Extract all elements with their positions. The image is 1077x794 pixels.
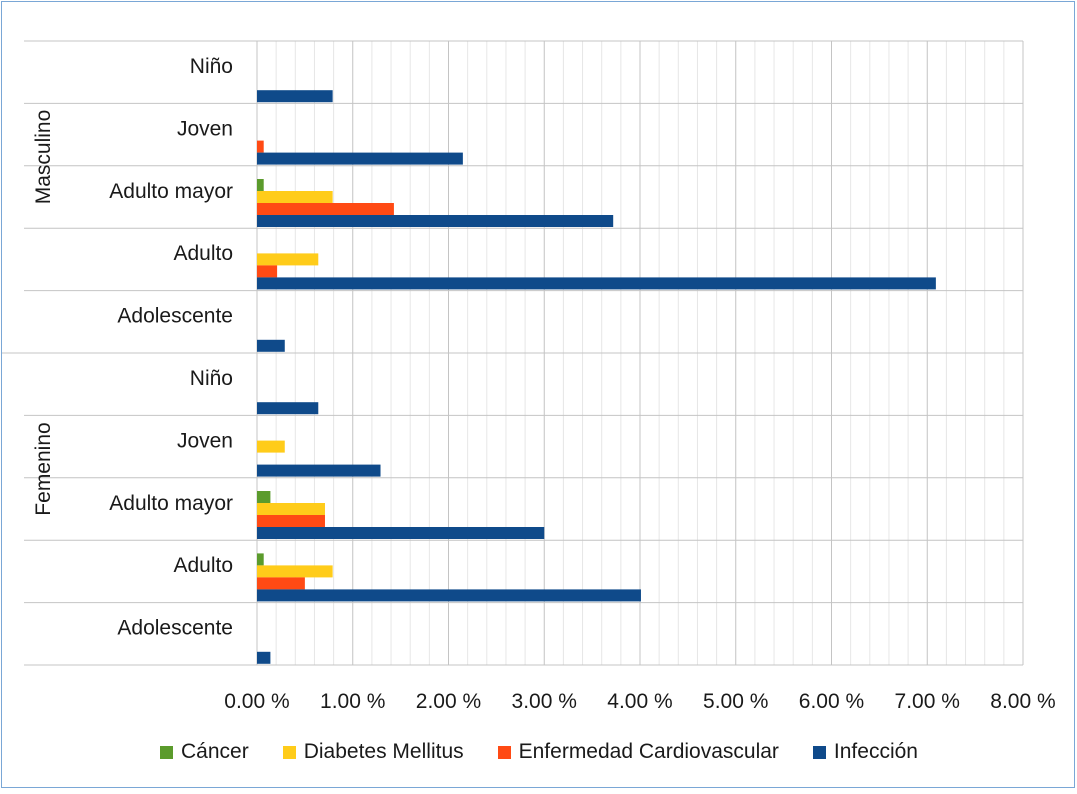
legend-item: Enfermedad Cardiovascular xyxy=(497,740,779,764)
bar-diabetes-mellitus xyxy=(257,253,319,266)
x-tick-label: 7.00 % xyxy=(895,690,960,713)
x-tick-label: 1.00 % xyxy=(320,690,385,713)
bar-enfermedad-cardiovascular xyxy=(257,203,394,215)
category-label: Adulto xyxy=(173,554,233,577)
legend-item: Infección xyxy=(812,740,918,764)
bar-infección xyxy=(257,339,285,352)
category-label: Adolescente xyxy=(117,305,233,328)
legend-swatch xyxy=(160,745,174,759)
category-label: Niño xyxy=(190,367,233,390)
x-tick-label: 5.00 % xyxy=(703,690,768,713)
bar-cáncer xyxy=(257,553,264,566)
legend-swatch xyxy=(282,745,296,759)
bar-infección xyxy=(257,152,463,165)
bar-infección xyxy=(257,464,381,477)
x-tick-label: 0.00 % xyxy=(224,690,289,713)
bar-diabetes-mellitus xyxy=(257,191,333,203)
bar-enfermedad-cardiovascular xyxy=(257,577,305,590)
bar-infección xyxy=(257,90,333,103)
legend-swatch xyxy=(497,745,511,759)
x-tick-label: 2.00 % xyxy=(416,690,481,713)
bar-infección xyxy=(257,589,641,602)
bar-enfermedad-cardiovascular xyxy=(257,265,278,278)
legend-label: Infección xyxy=(833,740,918,763)
bar-cáncer xyxy=(257,179,264,191)
category-label: Adulto mayor xyxy=(109,180,233,203)
bar-enfermedad-cardiovascular xyxy=(257,140,264,153)
category-label: Joven xyxy=(177,429,233,452)
x-tick-label: 8.00 % xyxy=(990,690,1055,713)
category-label: Joven xyxy=(177,117,233,140)
bar-cáncer xyxy=(257,491,271,503)
bar-infección xyxy=(257,651,271,664)
bar-diabetes-mellitus xyxy=(257,440,285,453)
legend-item: Diabetes Mellitus xyxy=(282,740,464,764)
bar-infección xyxy=(257,277,936,290)
bar-infección xyxy=(257,402,319,415)
x-tick-label: 3.00 % xyxy=(512,690,577,713)
bar-diabetes-mellitus xyxy=(257,503,325,515)
legend-label: Enfermedad Cardiovascular xyxy=(518,740,779,763)
chart-legend: Cáncer Diabetes Mellitus Enfermedad Cardio… xyxy=(2,740,1076,764)
legend-swatch xyxy=(812,745,826,759)
category-label: Niño xyxy=(190,55,233,78)
bar-diabetes-mellitus xyxy=(257,565,333,578)
category-label: Adulto xyxy=(173,242,233,265)
legend-label: Diabetes Mellitus xyxy=(303,740,464,763)
bar-enfermedad-cardiovascular xyxy=(257,515,325,527)
category-label: Adulto mayor xyxy=(109,492,233,515)
legend-label: Cáncer xyxy=(181,740,249,763)
group-label: Masculino xyxy=(32,110,55,205)
x-tick-label: 6.00 % xyxy=(799,690,864,713)
bar-infección xyxy=(257,215,614,227)
x-tick-label: 4.00 % xyxy=(607,690,672,713)
group-label: Femenino xyxy=(32,422,55,515)
legend-item: Cáncer xyxy=(160,740,249,764)
bar-infección xyxy=(257,527,545,539)
category-label: Adolescente xyxy=(117,617,233,640)
